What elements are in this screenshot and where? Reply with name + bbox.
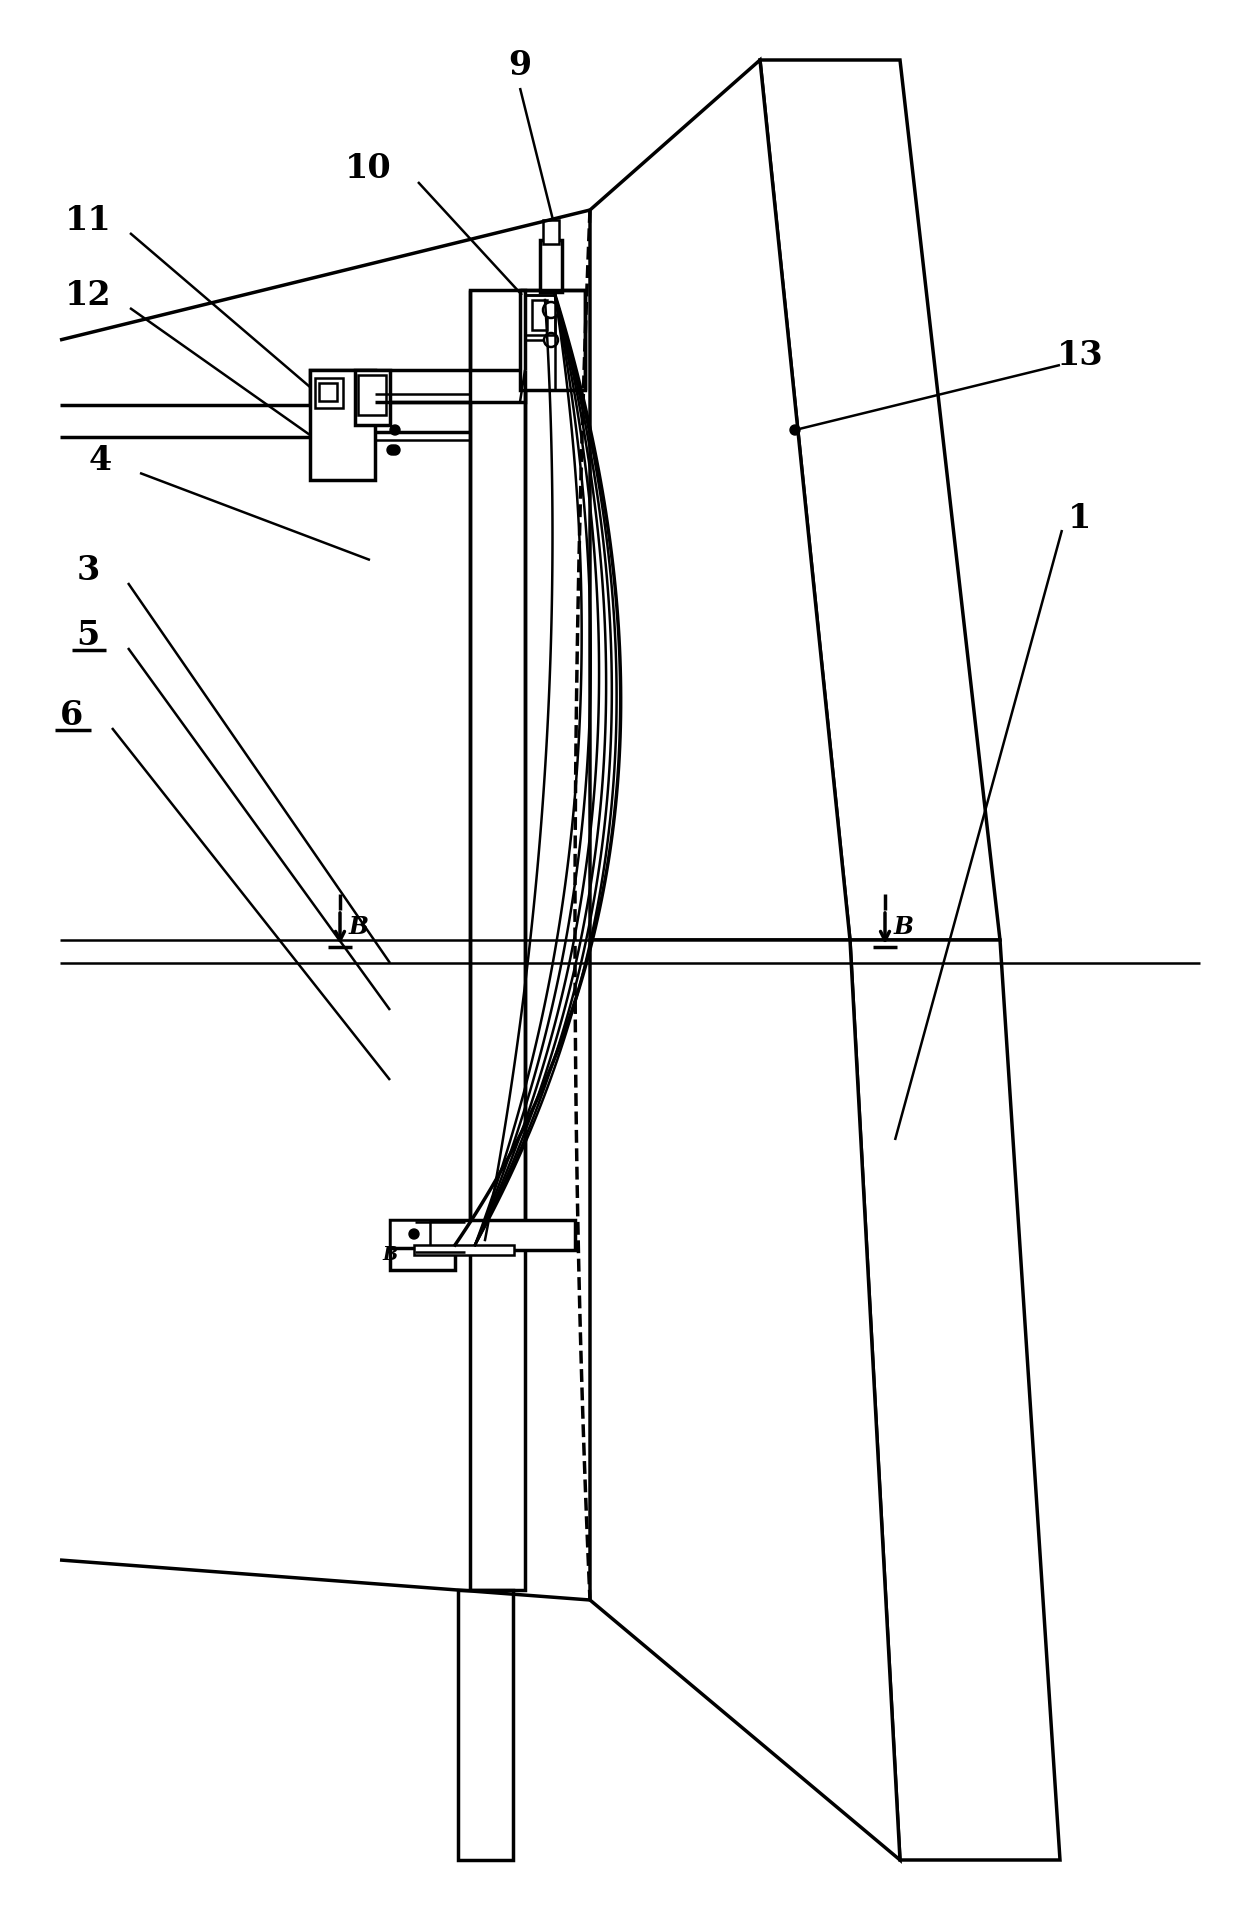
Text: B: B: [382, 1246, 398, 1263]
Bar: [539, 241, 562, 293]
Bar: [458, 1591, 513, 1861]
Polygon shape: [590, 940, 900, 1861]
Circle shape: [409, 1229, 419, 1238]
Circle shape: [387, 445, 397, 455]
Polygon shape: [590, 60, 849, 940]
Bar: [315, 377, 343, 408]
Bar: [310, 370, 374, 480]
Circle shape: [790, 426, 800, 435]
Bar: [391, 1248, 455, 1269]
Text: 5: 5: [77, 618, 99, 651]
Bar: [414, 1244, 515, 1256]
Text: 10: 10: [345, 152, 392, 185]
Bar: [358, 376, 386, 414]
Text: 11: 11: [64, 204, 112, 237]
Bar: [520, 291, 585, 389]
Bar: [525, 295, 556, 341]
Text: 13: 13: [1056, 339, 1104, 372]
Polygon shape: [760, 60, 999, 940]
Bar: [532, 300, 547, 329]
Circle shape: [391, 445, 401, 455]
Bar: [543, 220, 559, 245]
Circle shape: [391, 426, 401, 435]
Bar: [470, 291, 525, 1591]
Bar: [355, 370, 391, 426]
Circle shape: [544, 333, 558, 347]
Text: 6: 6: [61, 699, 83, 732]
Text: 1: 1: [1069, 501, 1091, 535]
Text: 12: 12: [64, 279, 112, 312]
Bar: [391, 1219, 575, 1250]
Text: B: B: [894, 915, 914, 940]
Text: 4: 4: [88, 443, 112, 476]
Bar: [310, 370, 525, 403]
Bar: [391, 1219, 430, 1250]
Polygon shape: [849, 940, 1060, 1861]
Text: 9: 9: [508, 48, 532, 81]
Bar: [319, 383, 337, 401]
Circle shape: [543, 302, 559, 318]
Text: 3: 3: [77, 553, 99, 587]
Text: B: B: [348, 915, 370, 940]
